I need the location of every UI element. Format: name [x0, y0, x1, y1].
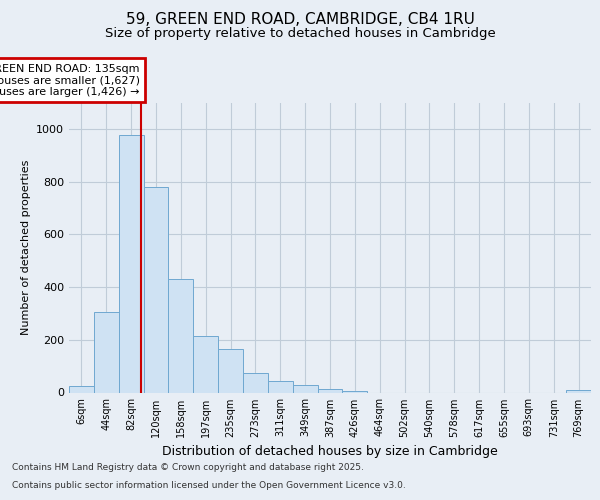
Bar — [119, 136, 143, 392]
Text: Contains HM Land Registry data © Crown copyright and database right 2025.: Contains HM Land Registry data © Crown c… — [12, 464, 364, 472]
Bar — [69, 386, 94, 392]
Text: 59 GREEN END ROAD: 135sqm
← 53% of detached houses are smaller (1,627)
46% of se: 59 GREEN END ROAD: 135sqm ← 53% of detac… — [0, 64, 140, 96]
Text: 59, GREEN END ROAD, CAMBRIDGE, CB4 1RU: 59, GREEN END ROAD, CAMBRIDGE, CB4 1RU — [125, 12, 475, 28]
Bar — [169, 279, 193, 392]
Y-axis label: Number of detached properties: Number of detached properties — [20, 160, 31, 335]
Bar — [243, 372, 268, 392]
Bar — [317, 388, 343, 392]
Text: Contains public sector information licensed under the Open Government Licence v3: Contains public sector information licen… — [12, 481, 406, 490]
Bar — [566, 390, 591, 392]
Bar — [293, 384, 317, 392]
Text: Size of property relative to detached houses in Cambridge: Size of property relative to detached ho… — [104, 28, 496, 40]
Bar — [268, 380, 293, 392]
Bar — [94, 312, 119, 392]
X-axis label: Distribution of detached houses by size in Cambridge: Distribution of detached houses by size … — [162, 445, 498, 458]
Bar — [218, 349, 243, 393]
Bar — [193, 336, 218, 392]
Bar — [343, 391, 367, 392]
Bar — [143, 187, 169, 392]
